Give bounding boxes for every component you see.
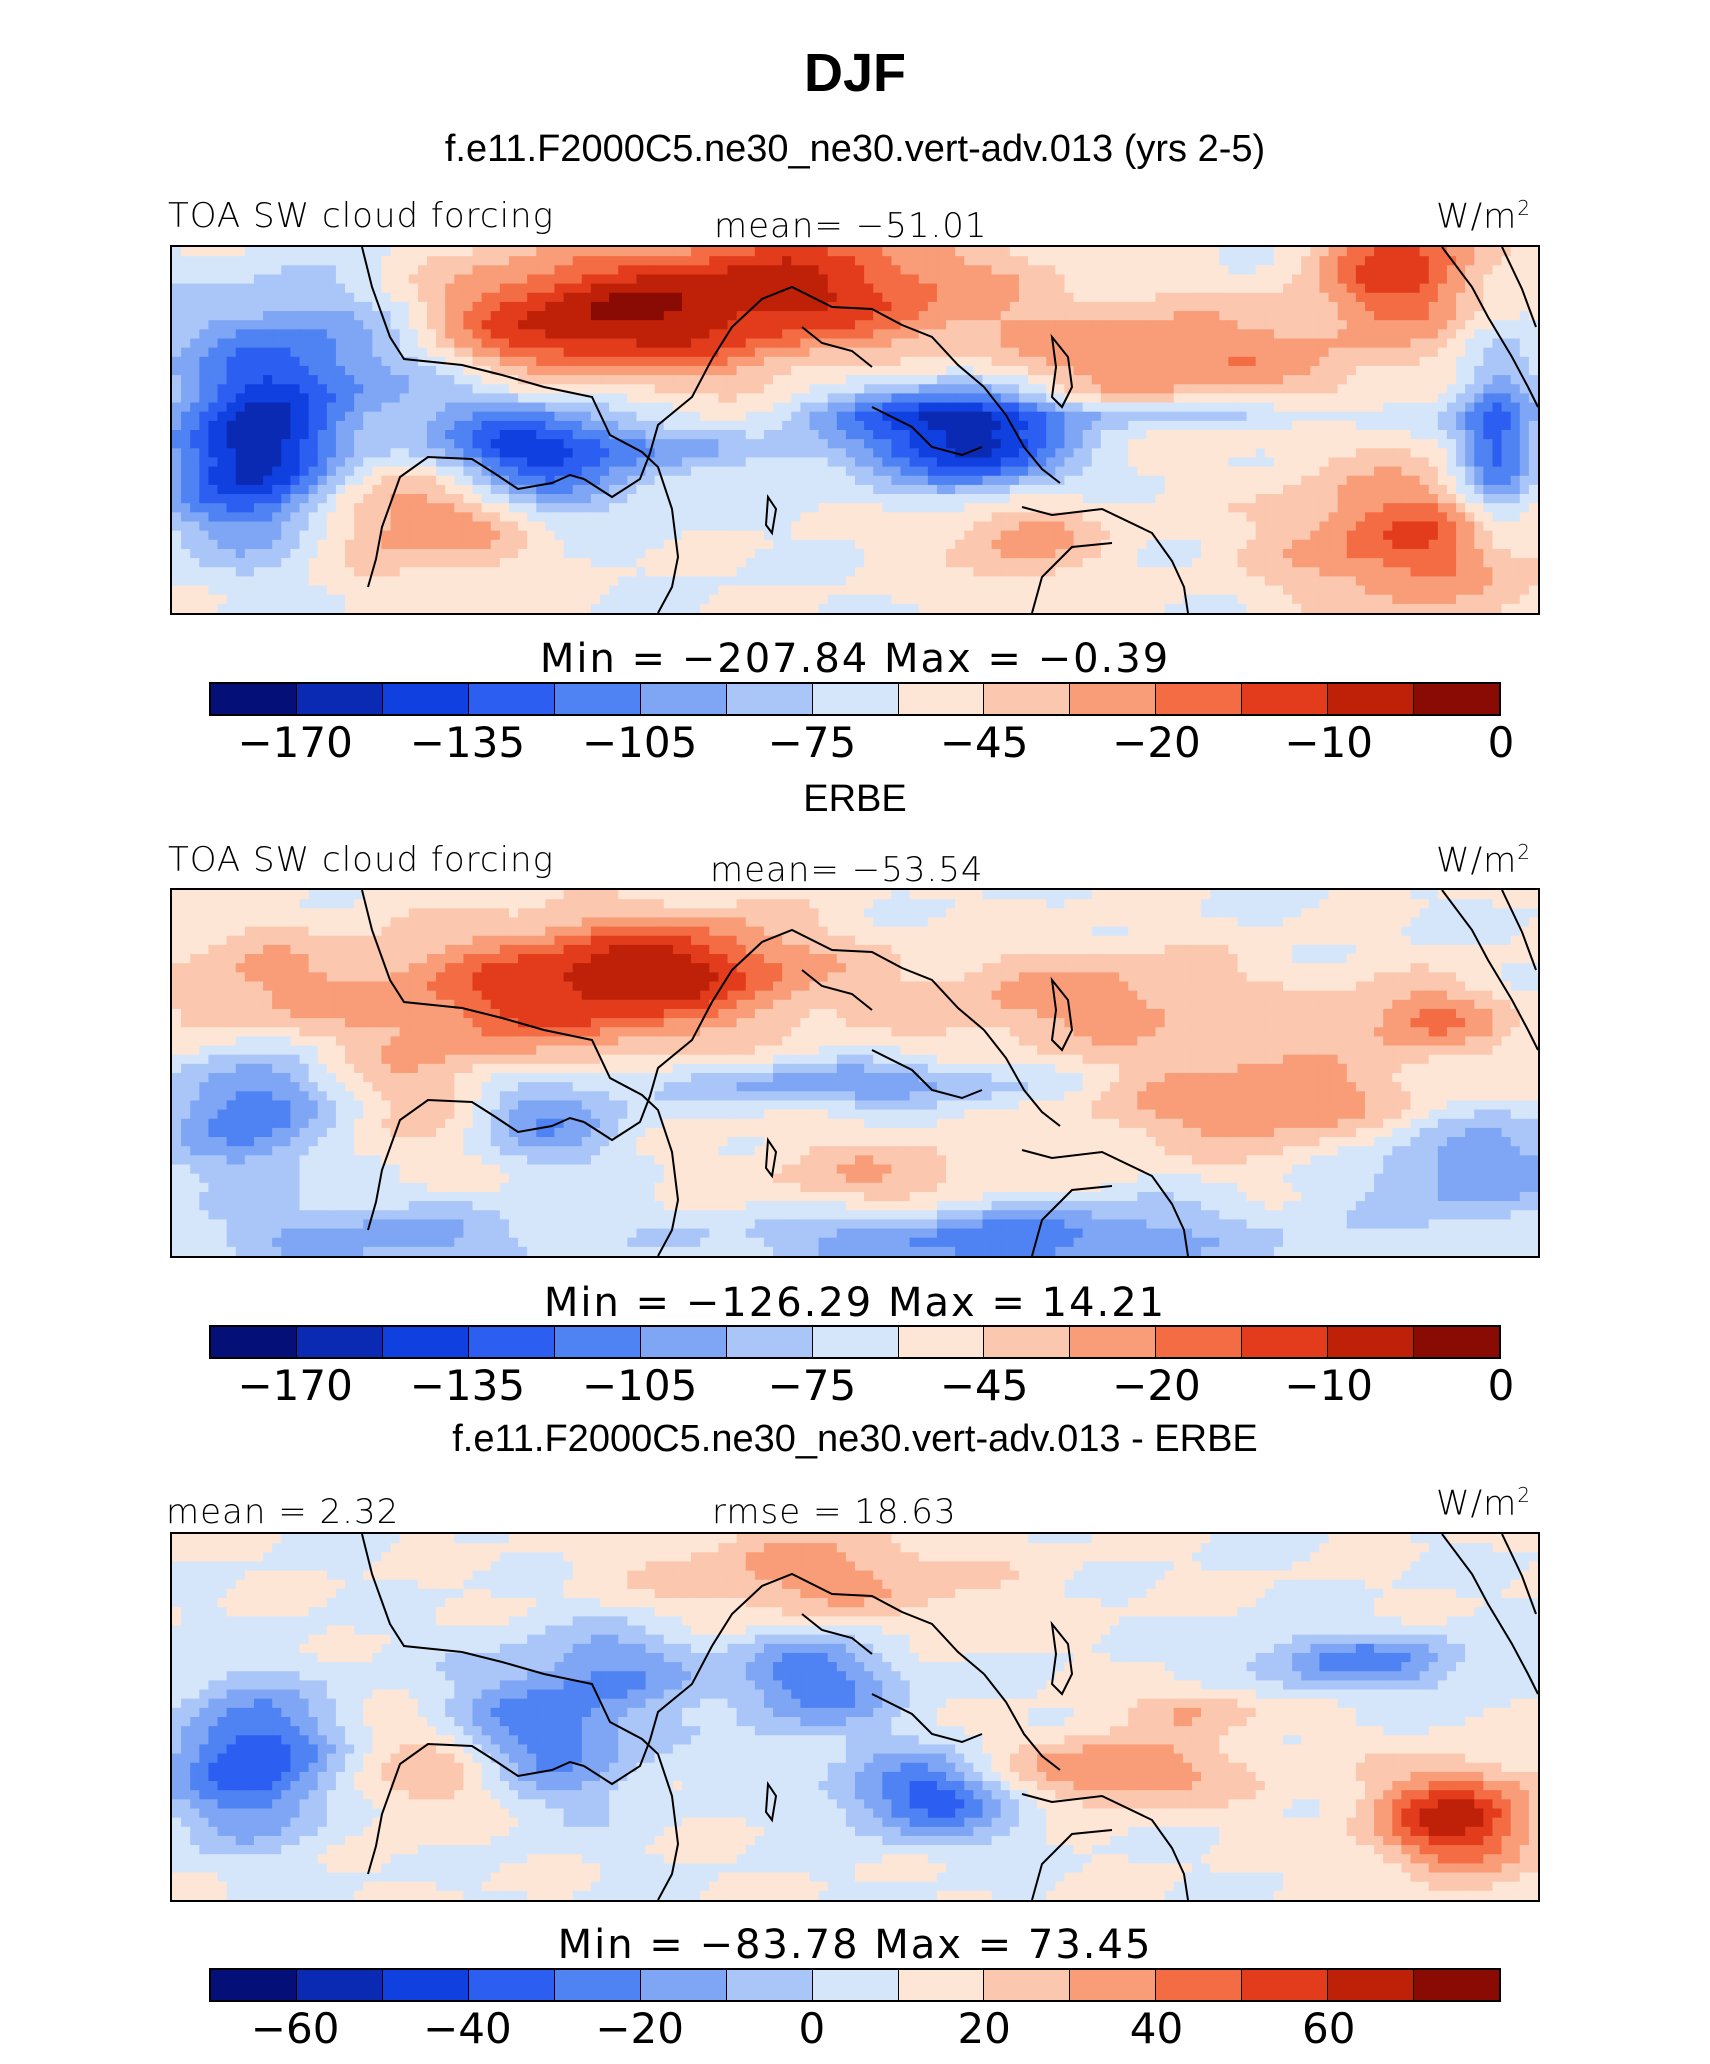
colorbar-tick-label: 0 <box>1487 1361 1515 1410</box>
figure-title: DJF <box>803 43 906 103</box>
panel-title: ERBE <box>803 778 907 820</box>
colorbar-tick-label: −60 <box>250 2004 340 2053</box>
map-model <box>170 245 1540 615</box>
colorbar-tick-label: −170 <box>237 718 353 767</box>
panel-mean-label: mean = 2.32 <box>166 1492 400 1532</box>
panel-units: W/m2 <box>1436 840 1531 881</box>
colorbar-tick-label: 0 <box>1487 718 1515 767</box>
panel-left-label: TOA SW cloud forcing <box>168 840 554 880</box>
colorbar-tick-label: −135 <box>409 1361 526 1410</box>
panel-units: W/m2 <box>1436 196 1531 237</box>
panel-rmse-label: rmse = 18.63 <box>712 1492 957 1532</box>
colorbar-tick-label: −75 <box>767 1361 857 1410</box>
colorbar-tick-label: −45 <box>939 1361 1029 1410</box>
colorbar-tick-label: −75 <box>767 718 857 767</box>
min-max-label: Min = −207.84 Max = −0.39 <box>539 636 1171 682</box>
colorbar-tick-label: 0 <box>798 2004 826 2053</box>
panel-mean-label: mean= −53.54 <box>710 850 984 890</box>
colorbar-tick-label: −20 <box>1112 718 1201 767</box>
contour-field <box>172 890 1538 1256</box>
panel-left-label: TOA SW cloud forcing <box>168 196 554 236</box>
min-max-label: Min = −126.29 Max = 14.21 <box>543 1280 1167 1326</box>
colorbar <box>209 1325 1501 1359</box>
map-diff <box>170 1532 1540 1902</box>
panel-title: f.e11.F2000C5.ne30_ne30.vert-adv.013 - E… <box>452 1418 1258 1460</box>
colorbar-tick-label: −10 <box>1284 718 1374 767</box>
colorbar-tick-label: 40 <box>1129 2004 1184 2053</box>
colorbar-tick-label: −20 <box>1112 1361 1201 1410</box>
colorbar-tick-label: −40 <box>423 2004 512 2053</box>
colorbar-tick-label: −20 <box>595 2004 684 2053</box>
figure-subtitle: f.e11.F2000C5.ne30_ne30.vert-adv.013 (yr… <box>444 128 1266 170</box>
colorbar-tick-label: −45 <box>939 718 1029 767</box>
colorbar-tick-label: 60 <box>1301 2004 1356 2053</box>
colorbar-tick-label: −170 <box>237 1361 353 1410</box>
colorbar-tick-label: −10 <box>1284 1361 1374 1410</box>
colorbar <box>209 1968 1501 2002</box>
colorbar <box>209 682 1501 716</box>
panel-mean-label: mean= −51.01 <box>714 206 988 246</box>
contour-field <box>172 1534 1538 1900</box>
colorbar-tick-label: −105 <box>581 718 698 767</box>
contour-field <box>172 247 1538 613</box>
panel-units: W/m2 <box>1436 1483 1531 1524</box>
min-max-label: Min = −83.78 Max = 73.45 <box>557 1922 1153 1968</box>
map-obs <box>170 888 1540 1258</box>
colorbar-tick-label: 20 <box>957 2004 1011 2053</box>
colorbar-tick-label: −135 <box>409 718 526 767</box>
colorbar-tick-label: −105 <box>581 1361 698 1410</box>
